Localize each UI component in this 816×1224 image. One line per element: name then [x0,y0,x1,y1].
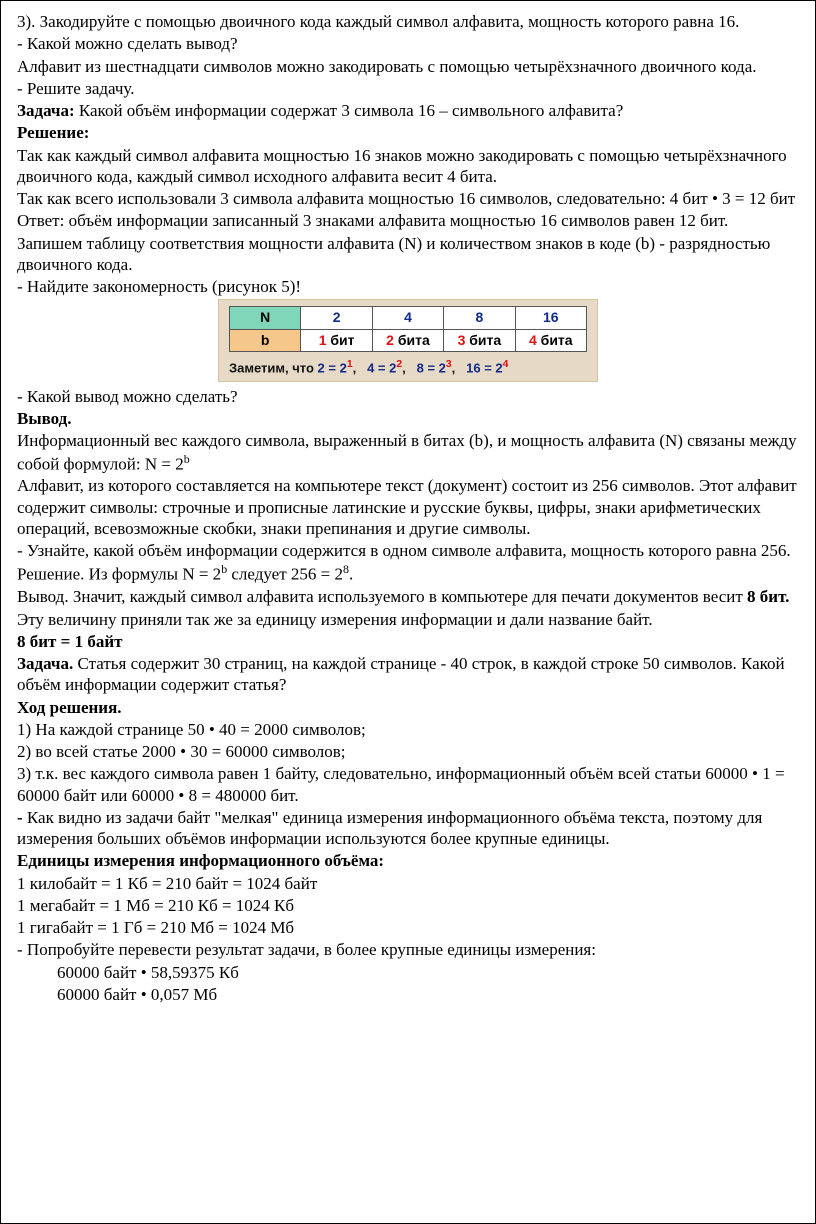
paragraph: 60000 байт • 0,057 Мб [17,984,799,1005]
paragraph: 1 гигабайт = 1 Гб = 210 Мб = 1024 Мб [17,917,799,938]
steps-label: Ход решения. [17,697,799,718]
table-cell: 2 бита [372,329,443,352]
figure-note: Заметим, что 2 = 21, 4 = 22, 8 = 23, 16 … [229,358,587,377]
paragraph: 1 мегабайт = 1 Мб = 210 Кб = 1024 Кб [17,895,799,916]
solution-label: Решение: [17,122,799,143]
note-prefix: Заметим, что [229,361,318,376]
paragraph: - Решите задачу. [17,78,799,99]
table-cell: 4 [372,307,443,330]
table-cell: 8 [444,307,515,330]
paragraph: 3). Закодируйте с помощью двоичного кода… [17,11,799,32]
paragraph: Информационный вес каждого символа, выра… [17,430,799,474]
table-cell: 16 [515,307,586,330]
figure-5: N 2 4 8 16 b 1 бит 2 бита 3 бита 4 бита … [17,299,799,382]
paragraph: Так как каждый символ алфавита мощностью… [17,145,799,188]
paragraph: - Найдите закономерность (рисунок 5)! [17,276,799,297]
units-heading: Единицы измерения информационного объёма… [17,850,799,871]
table-header-N: N [230,307,301,330]
paragraph: Запишем таблицу соответствия мощности ал… [17,233,799,276]
task-text: Какой объём информации содержат 3 символ… [79,101,623,120]
nb-table: N 2 4 8 16 b 1 бит 2 бита 3 бита 4 бита [229,306,587,352]
table-cell: 2 [301,307,372,330]
paragraph: 8 бит = 1 байт [17,631,799,652]
table-cell: 4 бита [515,329,586,352]
figure-5-panel: N 2 4 8 16 b 1 бит 2 бита 3 бита 4 бита … [218,299,598,382]
paragraph: Вывод. Значит, каждый символ алфавита ис… [17,586,799,607]
paragraph-task: Задача. Статья содержит 30 страниц, на к… [17,653,799,696]
table-cell: 3 бита [444,329,515,352]
task-text: Статья содержит 30 страниц, на каждой ст… [17,654,785,694]
paragraph: 60000 байт • 58,59375 Кб [17,962,799,983]
paragraph: Алфавит, из которого составляется на ком… [17,475,799,539]
paragraph: Эту величину приняли так же за единицу и… [17,609,799,630]
paragraph: Решение. Из формулы N = 2b следует 256 =… [17,562,799,585]
table-header-b: b [230,329,301,352]
paragraph: - Попробуйте перевести результат задачи,… [17,939,799,960]
paragraph: - Узнайте, какой объём информации содерж… [17,540,799,561]
paragraph-task: Задача: Какой объём информации содержат … [17,100,799,121]
table-cell: 1 бит [301,329,372,352]
paragraph: - Какой вывод можно сделать? [17,386,799,407]
document-page: 3). Закодируйте с помощью двоичного кода… [0,0,816,1224]
paragraph: - Какой можно сделать вывод? [17,33,799,54]
paragraph: - Как видно из задачи байт "мелкая" един… [17,807,799,850]
paragraph: Ответ: объём информации записанный 3 зна… [17,210,799,231]
task-label: Задача: [17,101,79,120]
paragraph: 3) т.к. вес каждого символа равен 1 байт… [17,763,799,806]
paragraph: 1 килобайт = 1 Кб = 210 байт = 1024 байт [17,873,799,894]
paragraph: 1) На каждой странице 50 • 40 = 2000 сим… [17,719,799,740]
conclusion-label: Вывод. [17,408,799,429]
paragraph: 2) во всей статье 2000 • 30 = 60000 симв… [17,741,799,762]
paragraph: Алфавит из шестнадцати символов можно за… [17,56,799,77]
task-label: Задача. [17,654,77,673]
paragraph: Так как всего использовали 3 символа алф… [17,188,799,209]
